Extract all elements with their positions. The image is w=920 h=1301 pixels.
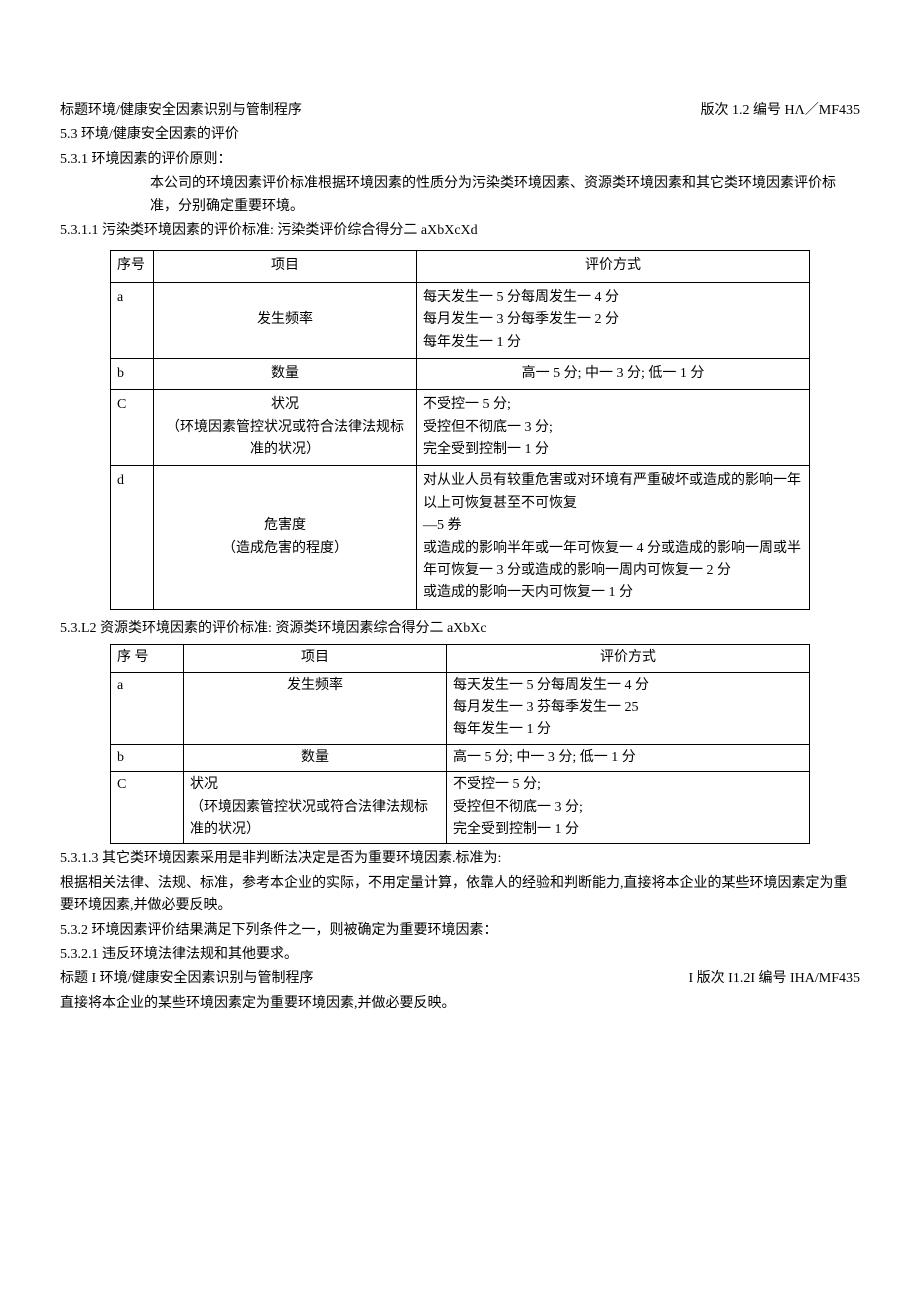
table-row: C 状况（环境因素管控状况或符合法律法规标准的状况） 不受控一 5 分;受控但不… <box>111 772 810 844</box>
cell-method: 高一 5 分; 中一 3 分; 低一 1 分 <box>417 358 810 389</box>
cell-seq: b <box>111 744 184 771</box>
table-row: a 发生频率 每天发生一 5 分每周发生一 4 分每月发生一 3 分每季发生一 … <box>111 282 810 358</box>
cell-item: 危害度（造成危害的程度） <box>154 466 417 609</box>
section-531-body: 本公司的环境因素评价标准根据环境因素的性质分为污染类环境因素、资源类环境因素和其… <box>60 173 860 218</box>
cell-seq: a <box>111 672 184 744</box>
pollution-table: 序号 项目 评价方式 a 发生频率 每天发生一 5 分每周发生一 4 分每月发生… <box>110 250 810 609</box>
doc-header: 标题环境/健康安全因素识别与管制程序 版次 1.2 编号 HΛ／MF435 <box>60 100 860 122</box>
cell-item: 发生频率 <box>154 282 417 358</box>
cell-method: 不受控一 5 分;受控但不彻底一 3 分;完全受到控制一 1 分 <box>447 772 810 844</box>
th-seq: 序 号 <box>111 645 184 672</box>
cell-method: 每天发生一 5 分每周发生一 4 分每月发生一 3 芬每季发生一 25每年发生一… <box>447 672 810 744</box>
cell-item: 状况（环境因素管控状况或符合法律法规标准的状况） <box>184 772 447 844</box>
cell-item: 发生频率 <box>184 672 447 744</box>
cell-method: 高一 5 分; 中一 3 分; 低一 1 分 <box>447 744 810 771</box>
cell-seq: C <box>111 390 154 466</box>
footer-version: I 版次 I1.2I 编号 IHA/MF435 <box>689 968 861 990</box>
section-531: 5.3.1 环境因素的评价原则： <box>60 149 860 171</box>
table-row: d 危害度（造成危害的程度） 对从业人员有较重危害或对环境有严重破坏或造成的影响… <box>111 466 810 609</box>
section-5313: 5.3.1.3 其它类环境因素采用是非判断法决定是否为重要环境因素.标准为: <box>60 848 860 870</box>
table-row: b 数量 高一 5 分; 中一 3 分; 低一 1 分 <box>111 358 810 389</box>
th-item: 项目 <box>154 251 417 282</box>
cell-seq: b <box>111 358 154 389</box>
section-5321: 5.3.2.1 违反环境法律法规和其他要求。 <box>60 944 860 966</box>
table-header-row: 序号 项目 评价方式 <box>111 251 810 282</box>
resource-table: 序 号 项目 评价方式 a 发生频率 每天发生一 5 分每周发生一 4 分每月发… <box>110 644 810 844</box>
th-seq: 序号 <box>111 251 154 282</box>
doc-footer: 标题 I 环境/健康安全因素识别与管制程序 I 版次 I1.2I 编号 IHA/… <box>60 968 860 990</box>
section-5311: 5.3.1.1 污染类环境因素的评价标准: 污染类评价综合得分二 aXbXcXd <box>60 220 860 242</box>
cell-seq: C <box>111 772 184 844</box>
cell-method: 不受控一 5 分;受控但不彻底一 3 分;完全受到控制一 1 分 <box>417 390 810 466</box>
section-531L2: 5.3.L2 资源类环境因素的评价标准: 资源类环境因素综合得分二 aXbXc <box>60 618 860 640</box>
section-5313-body: 根据相关法律、法规、标准，参考本企业的实际，不用定量计算，依靠人的经验和判断能力… <box>60 873 860 918</box>
cell-item: 数量 <box>184 744 447 771</box>
doc-title: 标题环境/健康安全因素识别与管制程序 <box>60 100 302 122</box>
table-row: C 状况（环境因素管控状况或符合法律法规标准的状况） 不受控一 5 分;受控但不… <box>111 390 810 466</box>
th-item: 项目 <box>184 645 447 672</box>
th-method: 评价方式 <box>447 645 810 672</box>
last-line: 直接将本企业的某些环境因素定为重要环境因素,并做必要反映。 <box>60 993 860 1015</box>
section-532: 5.3.2 环境因素评价结果满足下列条件之一，则被确定为重要环境因素： <box>60 920 860 942</box>
cell-seq: d <box>111 466 154 609</box>
footer-title: 标题 I 环境/健康安全因素识别与管制程序 <box>60 968 314 990</box>
cell-method: 对从业人员有较重危害或对环境有严重破坏或造成的影响一年以上可恢复甚至不可恢复—5… <box>417 466 810 609</box>
table-row: b 数量 高一 5 分; 中一 3 分; 低一 1 分 <box>111 744 810 771</box>
section-53: 5.3 环境/健康安全因素的评价 <box>60 124 860 146</box>
th-method: 评价方式 <box>417 251 810 282</box>
cell-item: 状况（环境因素管控状况或符合法律法规标准的状况） <box>154 390 417 466</box>
cell-seq: a <box>111 282 154 358</box>
table-header-row: 序 号 项目 评价方式 <box>111 645 810 672</box>
cell-item: 数量 <box>154 358 417 389</box>
doc-version: 版次 1.2 编号 HΛ／MF435 <box>701 100 861 122</box>
table-row: a 发生频率 每天发生一 5 分每周发生一 4 分每月发生一 3 芬每季发生一 … <box>111 672 810 744</box>
cell-method: 每天发生一 5 分每周发生一 4 分每月发生一 3 分每季发生一 2 分每年发生… <box>417 282 810 358</box>
